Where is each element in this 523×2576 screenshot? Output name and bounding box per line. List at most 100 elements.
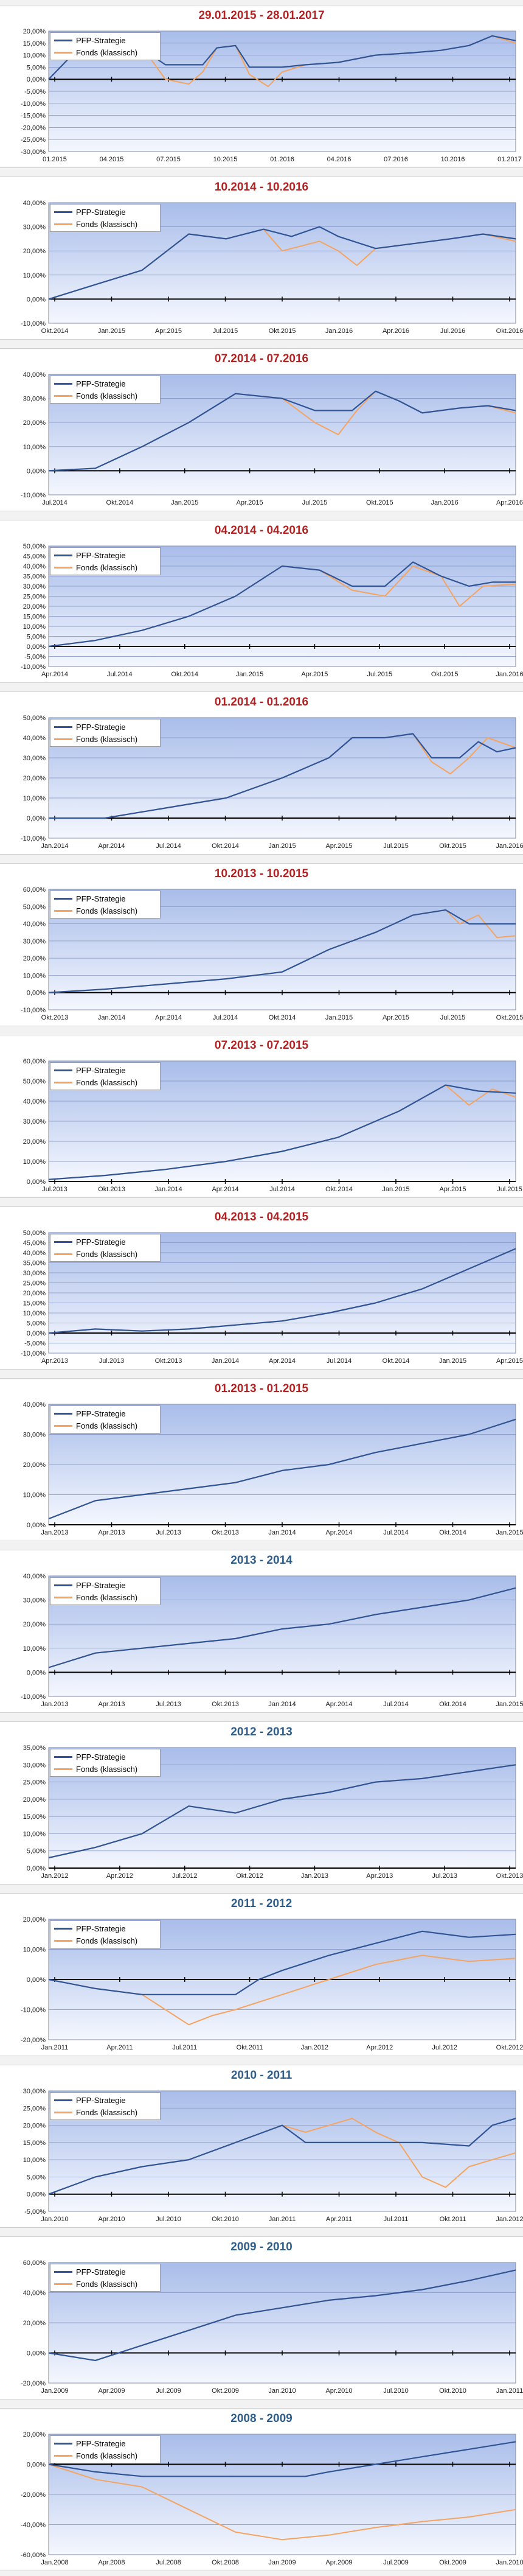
x-tick-label: Apr.2010 bbox=[98, 2216, 125, 2223]
legend-swatch bbox=[54, 1927, 72, 1930]
x-tick-label: Jan.2011 bbox=[41, 2044, 68, 2051]
legend-fund: Fonds (klassisch) bbox=[54, 218, 156, 230]
x-tick-label: Okt.2014 bbox=[439, 1529, 466, 1536]
chart-title: 04.2014 - 04.2016 bbox=[214, 524, 309, 537]
legend-swatch bbox=[54, 2442, 72, 2445]
x-tick-label: Jul.2009 bbox=[383, 2559, 409, 2566]
y-tick-label: 10,00% bbox=[23, 1158, 46, 1166]
y-tick-label: -20,00% bbox=[21, 2380, 46, 2387]
legend-fund: Fonds (klassisch) bbox=[54, 905, 156, 917]
legend-fund: Fonds (klassisch) bbox=[54, 46, 156, 58]
y-tick-label: 0,00% bbox=[27, 2350, 46, 2357]
chart-panel: 01.2013 - 01.2015 0,00% 10,00% 20,00% 30,00%… bbox=[0, 1378, 523, 1541]
x-tick-label: Jan.2016 bbox=[431, 499, 459, 506]
x-tick-label: Okt.2014 bbox=[41, 327, 69, 335]
y-tick-label: 5,00% bbox=[27, 2174, 46, 2181]
x-tick-label: Apr.2013 bbox=[41, 1357, 68, 1365]
legend-strategy: PFP-Strategie bbox=[54, 377, 156, 390]
legend-label: PFP-Strategie bbox=[76, 1237, 126, 1247]
y-tick-label: -10,00% bbox=[21, 2007, 46, 2014]
legend-swatch bbox=[54, 1081, 72, 1083]
chart-panel: 2009 - 2010 -20,00% 0,00% 20,00% 40,00% 60,00… bbox=[0, 2236, 523, 2399]
y-tick-label: -25,00% bbox=[21, 136, 46, 144]
x-tick-label: 10.2016 bbox=[441, 156, 465, 163]
x-tick-label: Apr.2010 bbox=[325, 2387, 352, 2395]
legend-swatch bbox=[54, 2099, 72, 2101]
y-tick-label: 20,00% bbox=[23, 248, 46, 255]
chart-title: 07.2013 - 07.2015 bbox=[214, 1039, 309, 1052]
series-line-strategy bbox=[48, 1248, 516, 1334]
x-tick-label: Jan.2014 bbox=[268, 1701, 296, 1708]
legend-label: Fonds (klassisch) bbox=[76, 219, 138, 229]
x-tick-label: Jan.2008 bbox=[41, 2559, 68, 2566]
legend-label: Fonds (klassisch) bbox=[76, 734, 138, 744]
legend-label: PFP-Strategie bbox=[76, 1580, 126, 1590]
x-tick-label: Okt.2011 bbox=[440, 2216, 466, 2223]
legend-swatch bbox=[54, 382, 72, 385]
legend-swatch bbox=[54, 738, 72, 740]
x-tick-label: Jul.2013 bbox=[42, 1186, 68, 1193]
legend-strategy: PFP-Strategie bbox=[54, 34, 156, 46]
legend-label: PFP-Strategie bbox=[76, 550, 126, 560]
x-tick-label: Jan.2010 bbox=[268, 2387, 296, 2395]
chart-title: 10.2013 - 10.2015 bbox=[214, 867, 309, 880]
x-tick-label: Jan.2009 bbox=[41, 2387, 68, 2395]
x-tick-label: Okt.2014 bbox=[325, 1186, 353, 1193]
chart-title: 2009 - 2010 bbox=[230, 2241, 293, 2253]
y-tick-label: -15,00% bbox=[21, 113, 46, 120]
legend-swatch bbox=[54, 726, 72, 728]
y-tick-label: 40,00% bbox=[23, 563, 46, 570]
y-tick-label: -5,00% bbox=[24, 1340, 46, 1348]
y-tick-label: 10,00% bbox=[23, 2157, 46, 2164]
x-tick-label: Jan.2015 bbox=[439, 1357, 466, 1365]
y-tick-label: 5,00% bbox=[27, 1848, 46, 1855]
chart-title: 29.01.2015 - 28.01.2017 bbox=[198, 9, 325, 22]
y-tick-label: 20,00% bbox=[23, 1290, 46, 1297]
y-tick-label: 45,00% bbox=[23, 1240, 46, 1247]
x-tick-label: Apr.2013 bbox=[98, 1701, 125, 1708]
y-tick-label: 10,00% bbox=[23, 272, 46, 279]
x-tick-label: Jul.2013 bbox=[156, 1529, 181, 1536]
series-line-strategy bbox=[49, 733, 516, 819]
x-tick-label: Apr.2014 bbox=[212, 1186, 238, 1193]
x-tick-label: Jan.2011 bbox=[269, 2216, 296, 2223]
x-tick-label: Jan.2015 bbox=[496, 1701, 523, 1708]
x-tick-label: Jul.2014 bbox=[156, 842, 181, 850]
y-tick-label: 15,00% bbox=[23, 1813, 46, 1821]
x-tick-label: Jul.2014 bbox=[213, 1014, 238, 1021]
series-line-strategy bbox=[48, 1930, 516, 1995]
legend-fund: Fonds (klassisch) bbox=[54, 2449, 156, 2462]
x-tick-label: Apr.2015 bbox=[301, 671, 328, 678]
x-tick-label: Okt.2015 bbox=[431, 671, 459, 678]
x-tick-label: Jul.2012 bbox=[432, 2044, 457, 2051]
legend-label: PFP-Strategie bbox=[76, 2095, 126, 2105]
y-tick-label: 20,00% bbox=[23, 775, 46, 782]
legend-strategy: PFP-Strategie bbox=[54, 892, 156, 905]
legend: PFP-Strategie Fonds (klassisch) bbox=[50, 719, 161, 747]
x-tick-label: Okt.2015 bbox=[496, 1014, 523, 1021]
y-tick-label: 0,00% bbox=[27, 296, 46, 303]
x-tick-label: Apr.2014 bbox=[325, 1701, 352, 1708]
y-tick-label: 5,00% bbox=[27, 64, 46, 71]
x-tick-label: Apr.2014 bbox=[41, 671, 68, 678]
x-tick-label: Apr.2014 bbox=[98, 842, 125, 850]
series-line-strategy bbox=[48, 561, 516, 648]
x-tick-label: Jan.2012 bbox=[41, 1872, 68, 1880]
legend-label: Fonds (klassisch) bbox=[76, 2279, 138, 2289]
y-tick-label: 20,00% bbox=[23, 28, 46, 35]
x-tick-label: Jan.2014 bbox=[98, 1014, 125, 1021]
x-tick-label: Apr.2015 bbox=[439, 1186, 466, 1193]
x-tick-label: Okt.2015 bbox=[269, 327, 296, 335]
y-tick-label: 40,00% bbox=[23, 2290, 46, 2297]
x-tick-label: Jan.2014 bbox=[268, 1529, 296, 1536]
y-tick-label: 0,00% bbox=[27, 815, 46, 822]
series-line-strategy bbox=[48, 1587, 516, 1668]
y-tick-label: 35,00% bbox=[23, 1260, 46, 1267]
y-tick-label: 40,00% bbox=[23, 1573, 46, 1580]
x-tick-label: Jan.2012 bbox=[496, 2216, 523, 2223]
y-tick-label: 30,00% bbox=[23, 396, 46, 403]
y-tick-label: -10,00% bbox=[21, 1350, 46, 1357]
legend: PFP-Strategie Fonds (klassisch) bbox=[50, 2435, 161, 2463]
x-tick-label: Apr.2009 bbox=[98, 2387, 125, 2395]
y-tick-label: 25,00% bbox=[23, 1779, 46, 1787]
